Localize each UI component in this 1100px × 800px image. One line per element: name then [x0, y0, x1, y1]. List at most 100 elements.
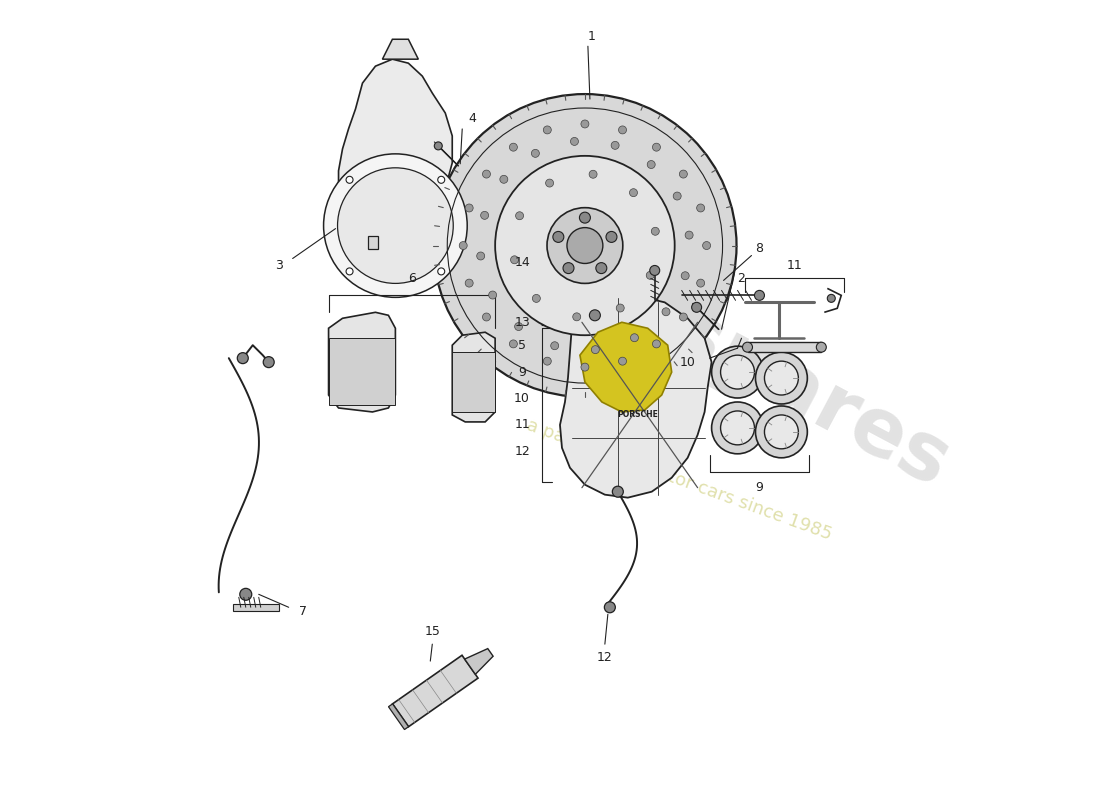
Text: 9: 9	[518, 366, 526, 378]
Text: 10: 10	[680, 356, 695, 369]
Circle shape	[720, 355, 755, 389]
Circle shape	[566, 228, 603, 263]
Circle shape	[612, 142, 619, 150]
Circle shape	[240, 588, 252, 600]
Circle shape	[510, 256, 518, 264]
Circle shape	[573, 313, 581, 321]
Circle shape	[546, 179, 553, 187]
Circle shape	[827, 294, 835, 302]
Circle shape	[563, 262, 574, 274]
Circle shape	[509, 143, 517, 151]
Circle shape	[629, 189, 638, 197]
Circle shape	[438, 176, 444, 183]
Circle shape	[483, 313, 491, 321]
Text: 10: 10	[514, 391, 530, 405]
Circle shape	[551, 342, 559, 350]
Text: 14: 14	[514, 256, 530, 269]
Circle shape	[756, 352, 807, 404]
Circle shape	[606, 231, 617, 242]
Circle shape	[816, 342, 826, 352]
Circle shape	[543, 126, 551, 134]
Circle shape	[238, 353, 249, 364]
Text: 8: 8	[756, 242, 763, 255]
Circle shape	[651, 227, 659, 235]
Text: 12: 12	[514, 446, 530, 458]
Circle shape	[481, 211, 488, 219]
Text: 9: 9	[756, 481, 763, 494]
Polygon shape	[368, 235, 378, 249]
Circle shape	[680, 170, 688, 178]
Circle shape	[581, 363, 589, 371]
Circle shape	[553, 231, 564, 242]
Circle shape	[712, 346, 763, 398]
Circle shape	[712, 402, 763, 454]
Circle shape	[465, 204, 473, 212]
Polygon shape	[560, 295, 712, 498]
Circle shape	[652, 143, 660, 151]
Circle shape	[703, 242, 711, 250]
Circle shape	[604, 602, 615, 613]
Circle shape	[630, 334, 638, 342]
Polygon shape	[452, 352, 495, 412]
Circle shape	[720, 411, 755, 445]
Circle shape	[434, 142, 442, 150]
Circle shape	[692, 302, 702, 312]
Circle shape	[662, 308, 670, 316]
Text: 4: 4	[469, 113, 476, 126]
Polygon shape	[329, 312, 395, 412]
Circle shape	[346, 176, 353, 183]
Polygon shape	[580, 322, 672, 412]
Circle shape	[547, 208, 623, 283]
Circle shape	[571, 138, 579, 146]
Polygon shape	[383, 39, 418, 59]
Circle shape	[685, 231, 693, 239]
Circle shape	[592, 346, 600, 354]
Polygon shape	[393, 655, 478, 726]
Circle shape	[509, 340, 517, 348]
Circle shape	[696, 204, 705, 212]
Circle shape	[647, 271, 654, 279]
Circle shape	[650, 266, 660, 275]
Circle shape	[696, 279, 705, 287]
Circle shape	[581, 120, 589, 128]
Text: 5: 5	[518, 338, 526, 352]
Text: 6: 6	[408, 272, 416, 285]
Circle shape	[459, 242, 468, 250]
Text: 3: 3	[275, 259, 283, 272]
Polygon shape	[388, 704, 408, 730]
Circle shape	[755, 290, 764, 300]
Circle shape	[495, 156, 674, 335]
Circle shape	[338, 168, 453, 283]
Circle shape	[323, 154, 468, 298]
Text: 2: 2	[738, 272, 746, 285]
Circle shape	[764, 361, 799, 395]
Polygon shape	[329, 338, 395, 405]
Circle shape	[681, 272, 690, 280]
Circle shape	[647, 161, 656, 169]
Circle shape	[263, 357, 274, 368]
Text: 15: 15	[425, 625, 440, 638]
Circle shape	[590, 170, 597, 178]
Text: 11: 11	[786, 259, 802, 272]
Polygon shape	[339, 59, 452, 235]
Text: 13: 13	[514, 316, 530, 329]
Polygon shape	[464, 649, 493, 674]
Circle shape	[465, 279, 473, 287]
Circle shape	[483, 170, 491, 178]
Polygon shape	[452, 332, 495, 422]
Circle shape	[756, 406, 807, 458]
Circle shape	[433, 94, 737, 397]
Text: 12: 12	[597, 650, 613, 664]
Circle shape	[438, 268, 444, 275]
Circle shape	[532, 294, 540, 302]
Polygon shape	[233, 604, 278, 611]
Circle shape	[652, 340, 660, 348]
Text: a passion for motor cars since 1985: a passion for motor cars since 1985	[525, 416, 835, 543]
Circle shape	[488, 291, 496, 299]
Text: PORSCHE: PORSCHE	[617, 410, 658, 419]
Circle shape	[516, 212, 524, 220]
Circle shape	[346, 268, 353, 275]
Circle shape	[673, 192, 681, 200]
Circle shape	[618, 357, 627, 365]
Circle shape	[590, 310, 601, 321]
